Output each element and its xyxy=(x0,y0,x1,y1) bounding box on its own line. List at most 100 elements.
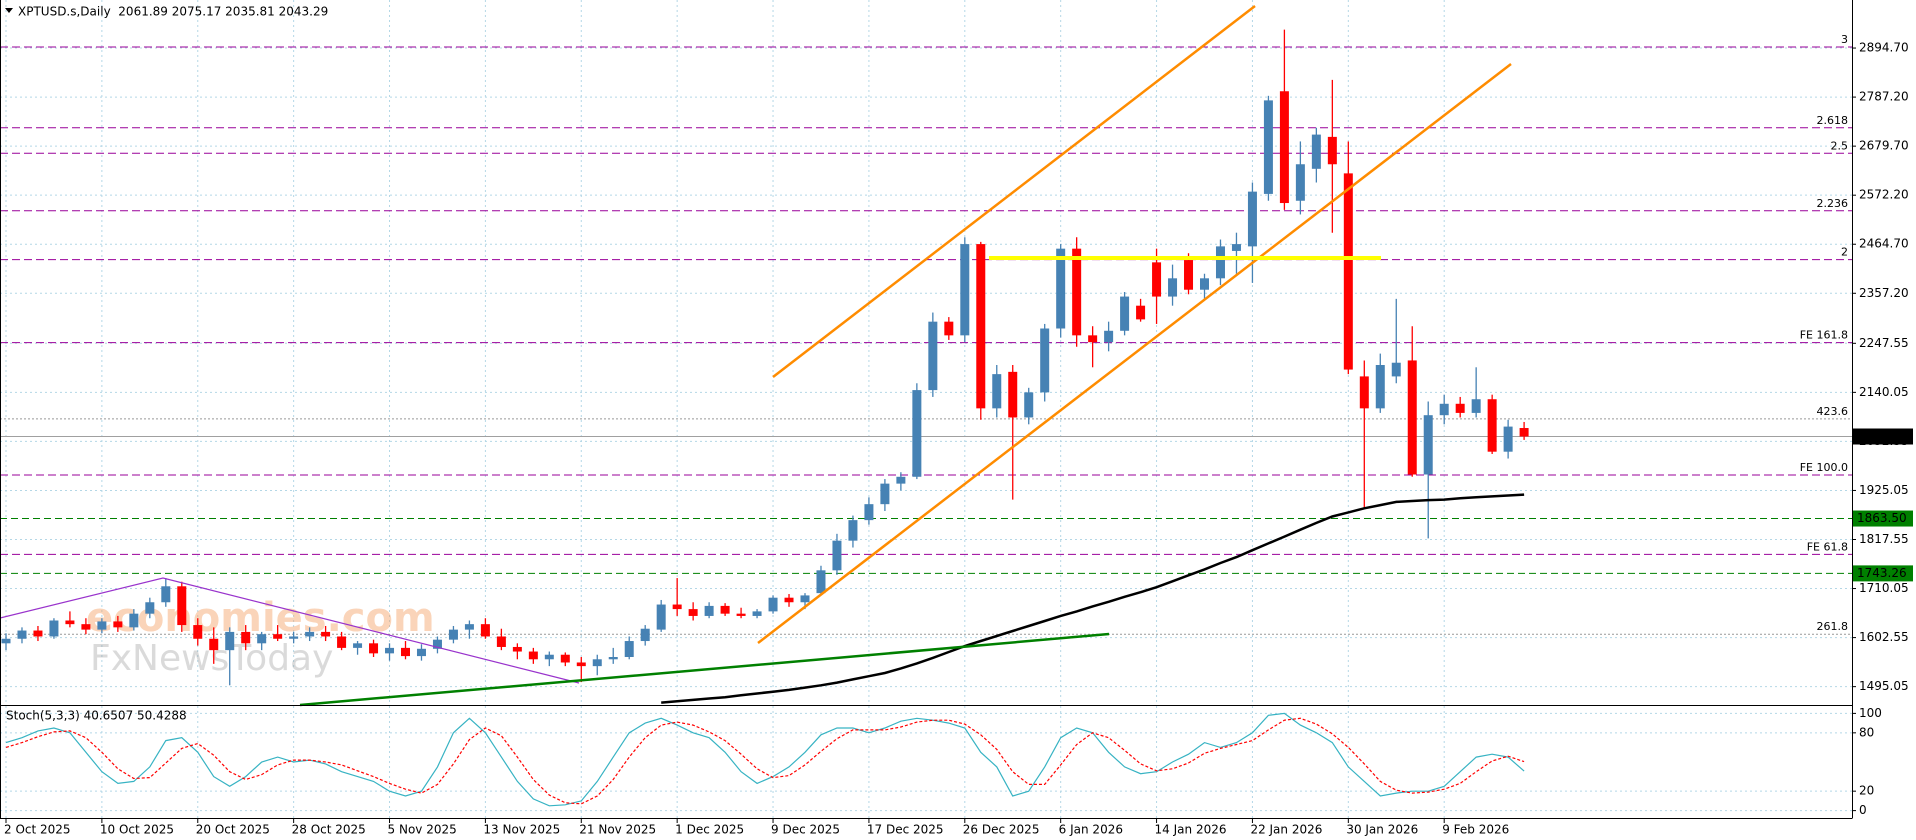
y-tick-label: 2787.20 xyxy=(1859,90,1909,104)
candle-body xyxy=(1247,191,1257,247)
candle-body xyxy=(512,646,522,652)
candle-body xyxy=(448,629,458,640)
candle-body xyxy=(1359,376,1369,409)
candle-body xyxy=(273,634,283,639)
y-tick-label: 1602.55 xyxy=(1859,630,1909,644)
oscillator-line xyxy=(5,712,1525,807)
price-line-label: 1743.26 xyxy=(1857,566,1907,580)
level-label: 2.5 xyxy=(1831,139,1849,152)
candle-body xyxy=(832,540,842,571)
x-tick-label: 22 Jan 2026 xyxy=(1250,823,1322,837)
candle-body xyxy=(880,483,890,505)
candle-body xyxy=(992,374,1002,409)
candle-body xyxy=(848,520,858,541)
y-tick-label: 20 xyxy=(1859,784,1874,798)
x-tick-label: 21 Nov 2025 xyxy=(579,823,656,837)
y-tick-label: 1495.05 xyxy=(1859,679,1909,693)
candle-body xyxy=(688,609,698,616)
candle-body xyxy=(193,625,203,639)
candle-body xyxy=(1056,248,1066,329)
price-line-label: 1863.50 xyxy=(1857,511,1907,525)
candle-body xyxy=(1263,100,1273,194)
candle-body xyxy=(65,620,75,625)
candle-body xyxy=(129,613,139,628)
candle-body xyxy=(257,634,267,644)
candle-body xyxy=(1215,246,1225,279)
candle-body xyxy=(432,639,442,649)
candle-body xyxy=(976,244,986,409)
candle-body xyxy=(369,643,379,654)
candle-body xyxy=(1375,365,1385,409)
y-tick-label: 80 xyxy=(1859,725,1874,739)
candle-body xyxy=(1279,91,1289,204)
candle-body xyxy=(401,647,410,657)
candle-body xyxy=(161,586,171,603)
candle-body xyxy=(768,597,778,612)
candle-body xyxy=(289,636,299,639)
candle-body xyxy=(241,631,251,644)
candle-body xyxy=(464,624,474,630)
candle-body xyxy=(17,630,27,639)
level-label: 2 xyxy=(1841,246,1848,259)
x-tick-label: 14 Jan 2026 xyxy=(1155,823,1227,837)
current-price-label: 2043.29 xyxy=(1857,429,1907,443)
x-tick-label: 17 Dec 2025 xyxy=(867,823,944,837)
level-label: FE 61.8 xyxy=(1807,540,1848,553)
candle-body xyxy=(1184,260,1194,290)
x-tick-label: 6 Jan 2026 xyxy=(1059,823,1123,837)
x-tick-label: 2 Oct 2025 xyxy=(4,823,71,837)
candle-body xyxy=(1407,360,1417,475)
price-line-box xyxy=(1853,510,1913,527)
candle-body xyxy=(353,643,363,648)
candle-body xyxy=(496,636,506,647)
candle-body xyxy=(177,586,187,626)
y-tick-label: 2247.55 xyxy=(1859,336,1909,350)
x-tick-label: 30 Jan 2026 xyxy=(1346,823,1418,837)
candle-body xyxy=(337,636,347,648)
candle-body xyxy=(928,321,938,391)
candle-body xyxy=(49,620,59,637)
y-tick-label: 1710.05 xyxy=(1859,581,1909,595)
candle-body xyxy=(704,605,714,616)
y-tick-label: 2572.20 xyxy=(1859,188,1909,202)
zigzag-line xyxy=(0,577,580,684)
level-label: 2.618 xyxy=(1817,114,1849,127)
candle-body xyxy=(321,631,331,637)
price-line-box xyxy=(1853,565,1913,582)
candle-body xyxy=(385,647,395,654)
candle-body xyxy=(800,595,810,603)
candle-body xyxy=(225,631,235,651)
candle-body xyxy=(81,624,91,630)
x-tick-label: 1 Dec 2025 xyxy=(675,823,744,837)
x-tick-label: 26 Dec 2025 xyxy=(963,823,1040,837)
current-price-box xyxy=(1853,428,1913,445)
candle-body xyxy=(1231,244,1241,251)
candle-body xyxy=(624,641,634,658)
candle-body xyxy=(97,621,107,630)
y-tick-label: 1817.55 xyxy=(1859,532,1909,546)
candle-body xyxy=(1200,278,1209,290)
drawing-objects xyxy=(0,5,1512,707)
candle-body xyxy=(608,657,618,660)
panel-title: XPTUSD.s,Daily 2061.89 2075.17 2035.81 2… xyxy=(18,5,328,19)
trend-line xyxy=(299,632,1110,707)
y-tick-label: 0 xyxy=(1859,803,1867,817)
candle-body xyxy=(1343,173,1353,370)
candle-body xyxy=(1327,136,1337,165)
panel-title: Stoch(5,3,3) 40.6507 50.4288 xyxy=(6,709,187,723)
frame xyxy=(0,0,1853,819)
candle-body xyxy=(1487,399,1497,452)
candle-body xyxy=(1168,278,1178,297)
candle-body xyxy=(1152,262,1162,297)
candle-body xyxy=(1088,335,1098,343)
candle-body xyxy=(960,244,970,336)
y-tick-label: 2464.70 xyxy=(1859,237,1909,251)
level-label: 423.6 xyxy=(1817,405,1849,418)
candle-body xyxy=(1423,415,1433,475)
candle-body xyxy=(1295,164,1305,201)
candle-body xyxy=(1455,403,1465,413)
candle-body xyxy=(1120,296,1130,331)
candle-body xyxy=(752,611,762,616)
candle-body xyxy=(864,504,874,521)
